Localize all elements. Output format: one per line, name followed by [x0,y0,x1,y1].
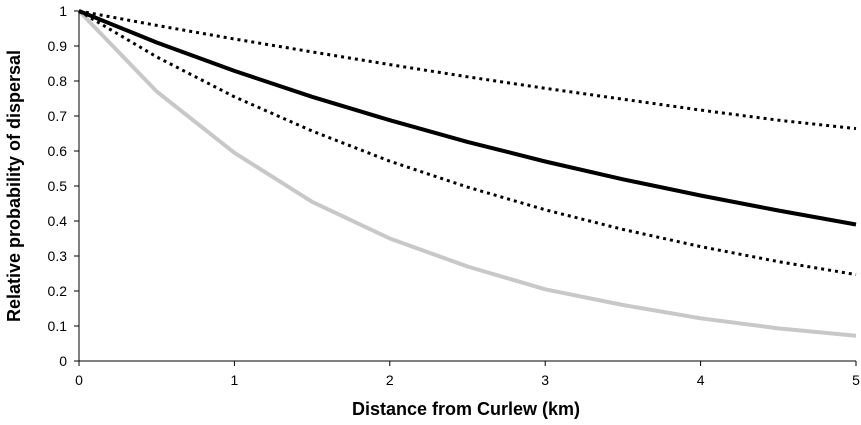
x-tick-label: 0 [75,372,83,388]
plot-area [77,9,857,338]
y-tick-label: 0.4 [48,213,68,229]
x-tick-label: 5 [852,372,860,388]
x-tick-label: 1 [231,372,239,388]
x-axis-title: Distance from Curlew (km) [352,399,580,419]
series-line-3 [78,9,857,227]
series-line-4 [78,9,857,131]
y-tick-label: 0.5 [48,178,68,194]
y-tick-label: 0.6 [48,143,68,159]
x-tick-label: 3 [541,372,549,388]
y-tick-label: 0.3 [48,248,68,264]
y-tick-label: 0.8 [48,73,68,89]
y-tick-label: 0.9 [48,38,68,54]
y-axis-ticks: 0 0.1 0.2 0.3 0.4 0.5 0.6 0.7 0.8 0.9 1 [48,3,79,369]
x-tick-label: 4 [697,372,705,388]
y-tick-label: 0.2 [48,283,68,299]
x-tick-label: 2 [386,372,394,388]
y-tick-label: 0.7 [48,108,68,124]
y-tick-label: 1 [59,3,67,19]
x-axis-ticks: 0 1 2 3 4 5 [75,361,860,388]
series-line-1 [77,9,857,338]
y-tick-label: 0 [59,353,67,369]
series-line-2 [78,9,857,277]
y-tick-label: 0.1 [48,318,68,334]
y-axis-title: Relative probability of dispersal [4,50,24,322]
